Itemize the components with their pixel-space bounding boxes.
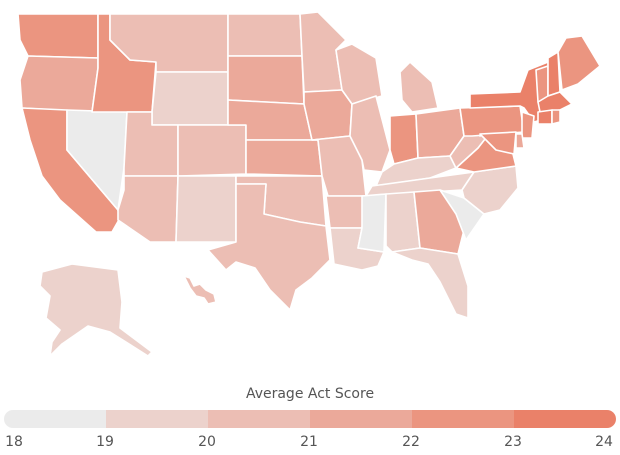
state-tx[interactable]	[207, 183, 331, 311]
legend-tick-label: 24	[595, 434, 613, 450]
state-az[interactable]	[117, 175, 179, 243]
legend-tick-label: 21	[300, 434, 318, 450]
legend-tick-label: 18	[5, 434, 23, 450]
legend-bin-21-22	[310, 410, 412, 428]
state-ms[interactable]	[357, 193, 387, 253]
legend-tick-label: 20	[198, 434, 216, 450]
legend-tick-label: 22	[402, 434, 420, 450]
state-ar[interactable]	[325, 195, 367, 229]
legend-bin-19-20	[106, 410, 208, 428]
state-hi[interactable]	[183, 275, 217, 305]
state-or[interactable]	[19, 55, 99, 113]
legend-tick-label: 23	[504, 434, 522, 450]
state-de[interactable]	[515, 133, 525, 149]
state-mi[interactable]	[399, 61, 439, 113]
legend-bin-22-23	[412, 410, 514, 428]
state-ak[interactable]	[39, 263, 153, 357]
legend-tick-labels: 18 19 20 21 22 23 24	[0, 434, 620, 454]
state-ks[interactable]	[245, 139, 323, 177]
state-il[interactable]	[349, 95, 391, 173]
state-me[interactable]	[557, 35, 601, 91]
state-sc[interactable]	[439, 189, 485, 241]
state-nd[interactable]	[227, 13, 303, 57]
legend-title: Average Act Score	[245, 386, 375, 402]
state-sd[interactable]	[227, 55, 305, 105]
state-nm[interactable]	[175, 175, 237, 243]
state-wi[interactable]	[335, 43, 383, 105]
state-fl[interactable]	[391, 247, 469, 319]
legend-bin-18-19	[4, 410, 106, 428]
choropleth-map	[17, 11, 601, 357]
states-layer	[17, 11, 601, 357]
state-wa[interactable]	[17, 13, 99, 59]
state-ia[interactable]	[303, 89, 353, 141]
state-nj[interactable]	[521, 111, 535, 139]
state-wy[interactable]	[151, 71, 229, 126]
state-md[interactable]	[479, 131, 517, 155]
state-co[interactable]	[177, 124, 247, 177]
legend-color-scale	[4, 410, 616, 428]
legend-bin-20-21	[208, 410, 310, 428]
state-in[interactable]	[389, 113, 419, 165]
state-ri[interactable]	[551, 109, 561, 125]
legend-tick-label: 19	[96, 434, 114, 450]
legend-bin-23-24	[514, 410, 616, 428]
state-ct[interactable]	[537, 109, 553, 125]
